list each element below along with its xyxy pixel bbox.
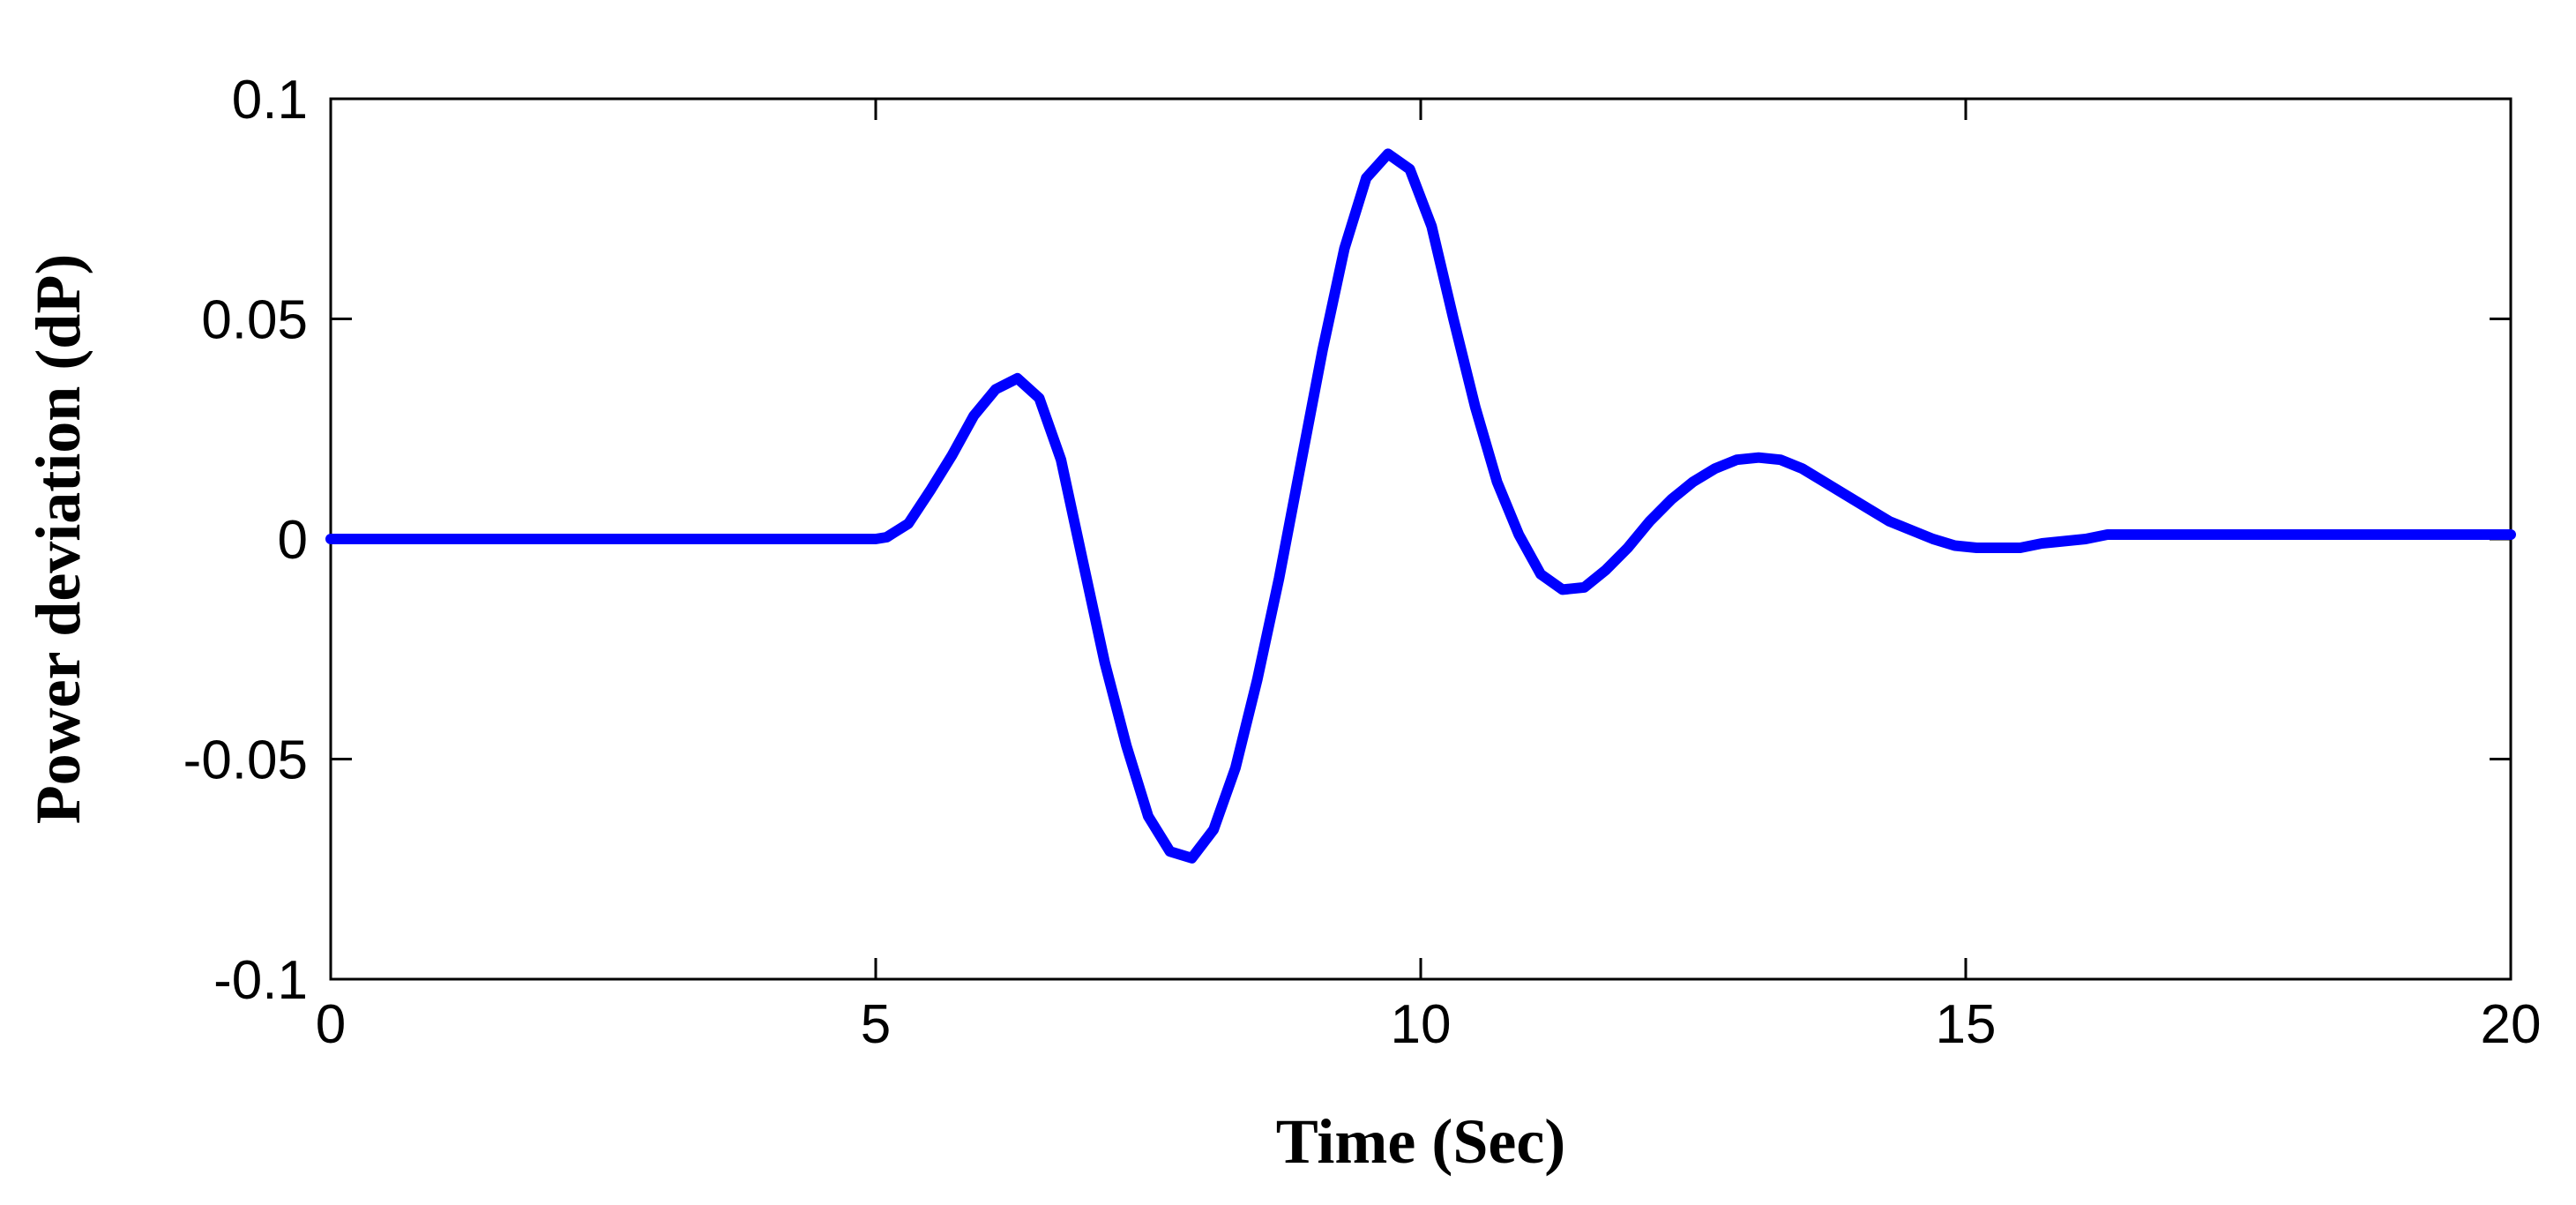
y-tick-label: 0.1	[232, 70, 308, 131]
x-tick-label: 15	[1936, 994, 1997, 1055]
x-axis-ticks: 0 5 10 15 20	[316, 99, 2542, 1055]
y-axis-label: Power deviation (dP)	[23, 254, 93, 825]
x-tick-label: 5	[861, 994, 891, 1055]
x-tick-label: 0	[316, 994, 346, 1055]
series-line	[325, 148, 2516, 864]
x-axis-label: Time (Sec)	[1276, 1106, 1566, 1177]
y-tick-label: -0.05	[183, 730, 308, 791]
y-tick-label: -0.1	[213, 950, 308, 1011]
y-tick-label: 0.05	[201, 290, 308, 351]
x-tick-label: 10	[1391, 994, 1452, 1055]
series-layer	[325, 148, 2516, 864]
y-tick-label: 0	[278, 510, 308, 571]
x-tick-label: 20	[2481, 994, 2542, 1055]
